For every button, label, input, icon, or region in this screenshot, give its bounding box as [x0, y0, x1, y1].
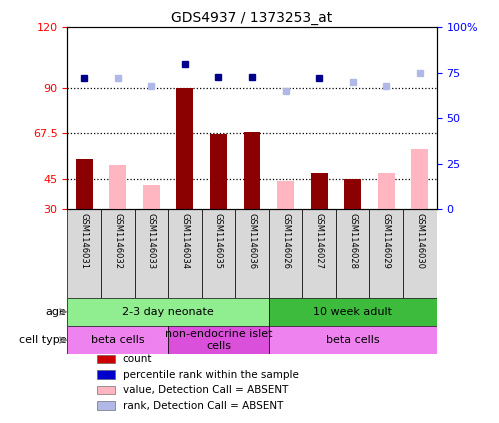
Title: GDS4937 / 1373253_at: GDS4937 / 1373253_at: [171, 11, 333, 25]
FancyBboxPatch shape: [168, 209, 202, 298]
FancyBboxPatch shape: [67, 298, 269, 326]
FancyBboxPatch shape: [67, 326, 168, 354]
Bar: [412, 148, 428, 209]
Text: GSM1146029: GSM1146029: [382, 214, 391, 269]
FancyBboxPatch shape: [235, 209, 269, 298]
Text: beta cells: beta cells: [91, 335, 145, 345]
FancyBboxPatch shape: [269, 298, 437, 326]
Text: 10 week adult: 10 week adult: [313, 307, 392, 317]
Bar: [76, 159, 92, 209]
Text: GSM1146033: GSM1146033: [147, 214, 156, 269]
Bar: [244, 132, 260, 209]
Bar: [97, 401, 115, 410]
FancyBboxPatch shape: [168, 326, 269, 354]
Text: beta cells: beta cells: [326, 335, 380, 345]
Text: GSM1146026: GSM1146026: [281, 214, 290, 269]
Bar: [277, 181, 294, 209]
Bar: [378, 173, 395, 209]
Bar: [97, 386, 115, 394]
Text: non-endocrine islet
cells: non-endocrine islet cells: [165, 330, 272, 351]
Bar: [344, 179, 361, 209]
Text: age: age: [46, 307, 67, 317]
Bar: [97, 371, 115, 379]
Bar: [177, 88, 193, 209]
Text: cell type: cell type: [19, 335, 67, 345]
FancyBboxPatch shape: [101, 209, 135, 298]
Text: GSM1146034: GSM1146034: [180, 214, 189, 269]
FancyBboxPatch shape: [269, 326, 437, 354]
Text: count: count: [123, 354, 152, 364]
FancyBboxPatch shape: [302, 209, 336, 298]
Bar: [210, 135, 227, 209]
FancyBboxPatch shape: [135, 209, 168, 298]
Text: value, Detection Call = ABSENT: value, Detection Call = ABSENT: [123, 385, 288, 396]
Text: GSM1146036: GSM1146036: [248, 214, 256, 269]
Text: 2-3 day neonate: 2-3 day neonate: [122, 307, 214, 317]
FancyBboxPatch shape: [269, 209, 302, 298]
Text: GSM1146032: GSM1146032: [113, 214, 122, 269]
Text: rank, Detection Call = ABSENT: rank, Detection Call = ABSENT: [123, 401, 283, 411]
Text: GSM1146028: GSM1146028: [348, 214, 357, 269]
Text: GSM1146031: GSM1146031: [80, 214, 89, 269]
Text: percentile rank within the sample: percentile rank within the sample: [123, 370, 298, 380]
FancyBboxPatch shape: [336, 209, 369, 298]
FancyBboxPatch shape: [67, 209, 101, 298]
Bar: [311, 173, 327, 209]
FancyBboxPatch shape: [403, 209, 437, 298]
Bar: [143, 185, 160, 209]
Text: GSM1146035: GSM1146035: [214, 214, 223, 269]
Bar: [97, 355, 115, 363]
Text: GSM1146030: GSM1146030: [415, 214, 424, 269]
FancyBboxPatch shape: [202, 209, 235, 298]
Bar: [109, 165, 126, 209]
Text: GSM1146027: GSM1146027: [315, 214, 324, 269]
FancyBboxPatch shape: [369, 209, 403, 298]
